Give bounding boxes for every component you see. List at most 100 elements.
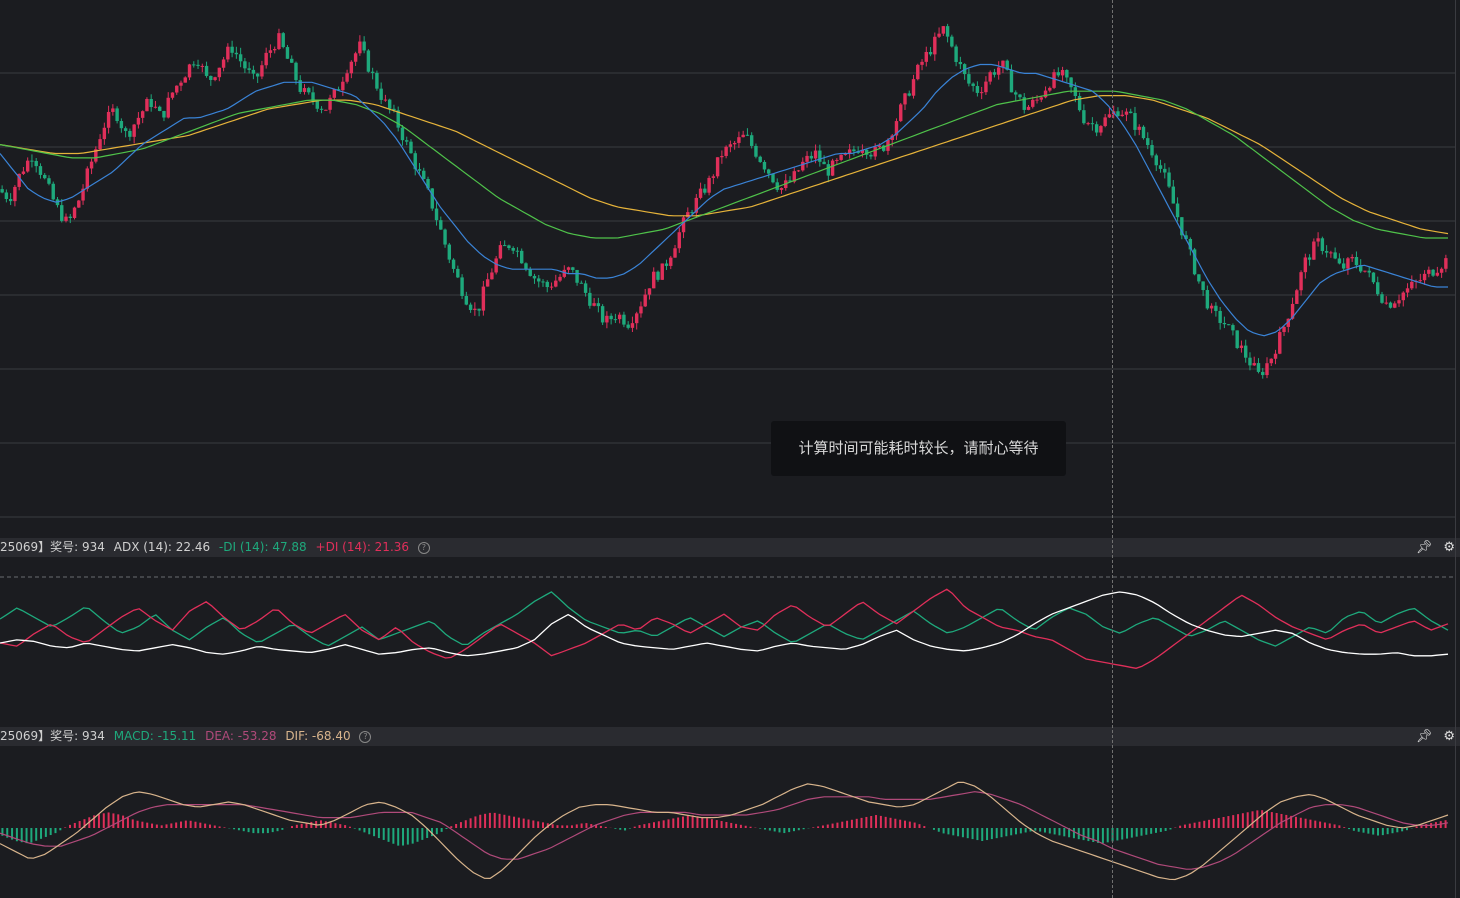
candle-body xyxy=(1333,252,1337,259)
adx-chart[interactable] xyxy=(0,557,1460,707)
candle-body xyxy=(264,52,268,66)
help-icon[interactable]: ? xyxy=(417,541,430,554)
candle-body xyxy=(1137,126,1141,130)
candle-body xyxy=(992,72,997,75)
pin-icon[interactable]: 📌︎ xyxy=(1415,540,1433,555)
price-chart[interactable] xyxy=(0,0,1460,518)
candle-body xyxy=(217,67,222,78)
candle-body xyxy=(771,173,775,183)
candle-body xyxy=(119,121,124,129)
candle-body xyxy=(1256,363,1261,372)
candle-body xyxy=(417,169,422,171)
candle-body xyxy=(234,52,239,55)
candle-body xyxy=(98,139,102,150)
macd-value: MACD: -15.11 xyxy=(113,729,197,743)
candle-body xyxy=(1290,303,1295,319)
pin-icon[interactable]: 📌︎ xyxy=(1415,729,1433,744)
candle-body xyxy=(1384,302,1388,304)
candle-body xyxy=(1086,123,1090,125)
candle-body xyxy=(77,200,81,208)
candle-body xyxy=(439,220,443,230)
candle-body xyxy=(869,154,873,157)
candle-body xyxy=(924,51,928,62)
candle-body xyxy=(596,303,601,307)
candle-body xyxy=(362,41,366,51)
candle-body xyxy=(17,173,21,187)
candle-body xyxy=(711,176,716,178)
candle-body xyxy=(464,295,469,305)
crosshair-vertical-line xyxy=(1112,0,1113,898)
candle-body xyxy=(149,98,153,108)
candle-body xyxy=(1367,270,1371,273)
candle-body xyxy=(123,128,128,131)
candle-body xyxy=(307,88,311,93)
candle-body xyxy=(1316,238,1320,242)
settings-gear-icon[interactable]: ⚙ xyxy=(1443,540,1455,555)
macd-chart-pane[interactable] xyxy=(0,746,1460,898)
candle-body xyxy=(158,106,162,111)
candle-body xyxy=(741,134,745,138)
candle-body xyxy=(933,36,937,55)
candle-body xyxy=(1252,363,1256,366)
candle-body xyxy=(319,108,324,110)
candle-body xyxy=(341,81,345,91)
candle-body xyxy=(758,156,762,162)
candle-body xyxy=(520,250,524,264)
candle-body xyxy=(541,281,545,283)
candle-body xyxy=(502,245,507,247)
candle-body xyxy=(192,64,196,66)
candle-body xyxy=(979,92,984,94)
candle-body xyxy=(941,26,946,34)
help-icon[interactable]: ? xyxy=(359,730,372,743)
candle-body xyxy=(405,140,409,142)
candle-body xyxy=(1043,90,1048,98)
candle-body xyxy=(1286,318,1290,327)
candle-body xyxy=(311,92,315,102)
candle-body xyxy=(238,54,243,62)
candle-body xyxy=(626,324,630,328)
candle-body xyxy=(140,111,145,118)
candle-body xyxy=(1341,263,1346,269)
candle-body xyxy=(387,99,392,109)
candle-body xyxy=(775,182,779,190)
candle-body xyxy=(617,314,622,320)
candle-body xyxy=(413,153,417,170)
candle-body xyxy=(1418,280,1423,282)
candle-body xyxy=(1388,302,1393,308)
candle-body xyxy=(945,26,950,37)
candle-body xyxy=(1218,310,1222,323)
candle-body xyxy=(686,212,690,218)
candle-body xyxy=(984,81,988,93)
candle-body xyxy=(1393,303,1397,308)
candle-body xyxy=(1405,288,1410,293)
candle-body xyxy=(656,271,660,280)
price-chart-pane[interactable] xyxy=(0,0,1460,518)
candle-body xyxy=(1261,371,1265,376)
candle-body xyxy=(30,160,34,162)
candle-body xyxy=(566,267,571,270)
adx-chart-pane[interactable] xyxy=(0,557,1460,707)
candle-body xyxy=(754,145,758,157)
candle-body xyxy=(89,161,94,169)
candle-body xyxy=(1439,268,1444,273)
candle-body xyxy=(226,46,230,60)
candle-body xyxy=(1239,345,1244,348)
candle-body xyxy=(1397,300,1401,304)
candle-body xyxy=(328,97,332,110)
candle-body xyxy=(1167,172,1171,187)
candle-body xyxy=(894,121,899,136)
candle-body xyxy=(204,65,209,76)
candle-body xyxy=(1410,281,1414,289)
macd-chart[interactable] xyxy=(0,746,1460,898)
candle-body xyxy=(1358,265,1363,272)
candle-body xyxy=(272,49,277,51)
adx-line xyxy=(0,591,1449,657)
plus-di-line xyxy=(0,588,1449,669)
candle-body xyxy=(1146,138,1150,146)
candle-body xyxy=(732,142,737,145)
candle-body xyxy=(728,144,733,147)
candle-body xyxy=(928,51,933,55)
candle-body xyxy=(639,306,643,314)
adx-indicator-header: 25069】奖号: 934 ADX (14): 22.46 -DI (14): … xyxy=(0,538,1460,557)
settings-gear-icon[interactable]: ⚙ xyxy=(1443,729,1455,744)
